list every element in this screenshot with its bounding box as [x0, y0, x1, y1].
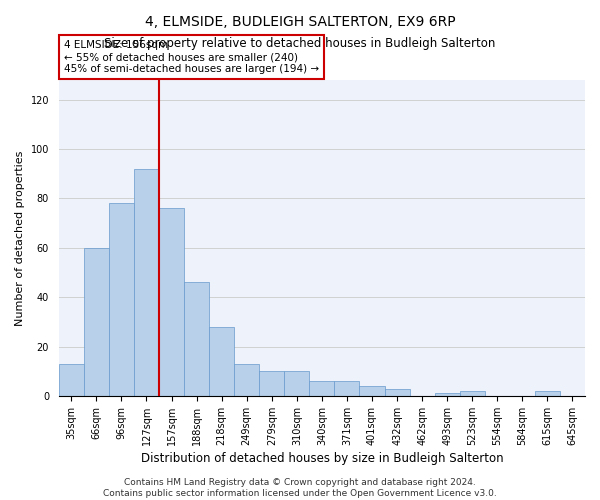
Bar: [460, 391, 485, 396]
Bar: [310, 381, 334, 396]
Bar: [84, 248, 109, 396]
Bar: [535, 391, 560, 396]
Bar: [284, 372, 310, 396]
Text: 4 ELMSIDE: 156sqm
← 55% of detached houses are smaller (240)
45% of semi-detache: 4 ELMSIDE: 156sqm ← 55% of detached hous…: [64, 40, 319, 74]
Bar: [109, 204, 134, 396]
Bar: [234, 364, 259, 396]
Text: Contains HM Land Registry data © Crown copyright and database right 2024.
Contai: Contains HM Land Registry data © Crown c…: [103, 478, 497, 498]
Bar: [434, 394, 460, 396]
Text: Size of property relative to detached houses in Budleigh Salterton: Size of property relative to detached ho…: [104, 38, 496, 51]
Bar: [134, 169, 159, 396]
Bar: [59, 364, 84, 396]
Bar: [385, 388, 410, 396]
Bar: [334, 381, 359, 396]
X-axis label: Distribution of detached houses by size in Budleigh Salterton: Distribution of detached houses by size …: [140, 452, 503, 465]
Bar: [184, 282, 209, 396]
Bar: [259, 372, 284, 396]
Text: 4, ELMSIDE, BUDLEIGH SALTERTON, EX9 6RP: 4, ELMSIDE, BUDLEIGH SALTERTON, EX9 6RP: [145, 15, 455, 29]
Bar: [359, 386, 385, 396]
Y-axis label: Number of detached properties: Number of detached properties: [15, 150, 25, 326]
Bar: [159, 208, 184, 396]
Bar: [209, 327, 234, 396]
